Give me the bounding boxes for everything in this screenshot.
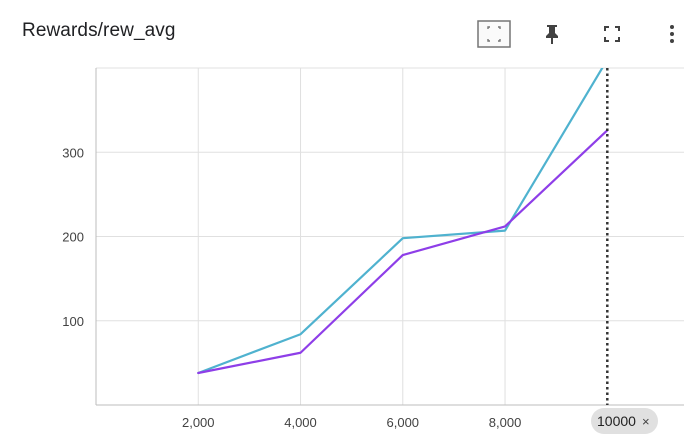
more-vert-icon <box>670 25 674 43</box>
series-line-1 <box>197 68 604 375</box>
fit-domain-icon <box>477 20 511 48</box>
y-tick-label: 200 <box>62 230 84 245</box>
chart-title: Rewards/rew_avg <box>22 20 176 41</box>
x-tick-label: 2,000 <box>182 415 215 430</box>
pin-icon <box>546 25 558 44</box>
x-tick-label: 6,000 <box>387 415 420 430</box>
fit-domain-button[interactable] <box>474 14 514 54</box>
x-tick-label: 8,000 <box>489 415 522 430</box>
pin-button[interactable] <box>532 14 572 54</box>
y-tick-label: 300 <box>62 145 84 160</box>
fullscreen-icon <box>604 26 620 42</box>
x-tick-label: 4,000 <box>284 415 317 430</box>
step-cursor-chip[interactable]: 10000 × <box>591 408 658 434</box>
series-line-2 <box>197 129 609 375</box>
fullscreen-button[interactable] <box>592 14 632 54</box>
step-cursor-label: 10000 <box>597 413 636 429</box>
close-icon[interactable]: × <box>641 413 650 429</box>
more-options-button[interactable] <box>652 14 692 54</box>
y-tick-label: 100 <box>62 314 84 329</box>
